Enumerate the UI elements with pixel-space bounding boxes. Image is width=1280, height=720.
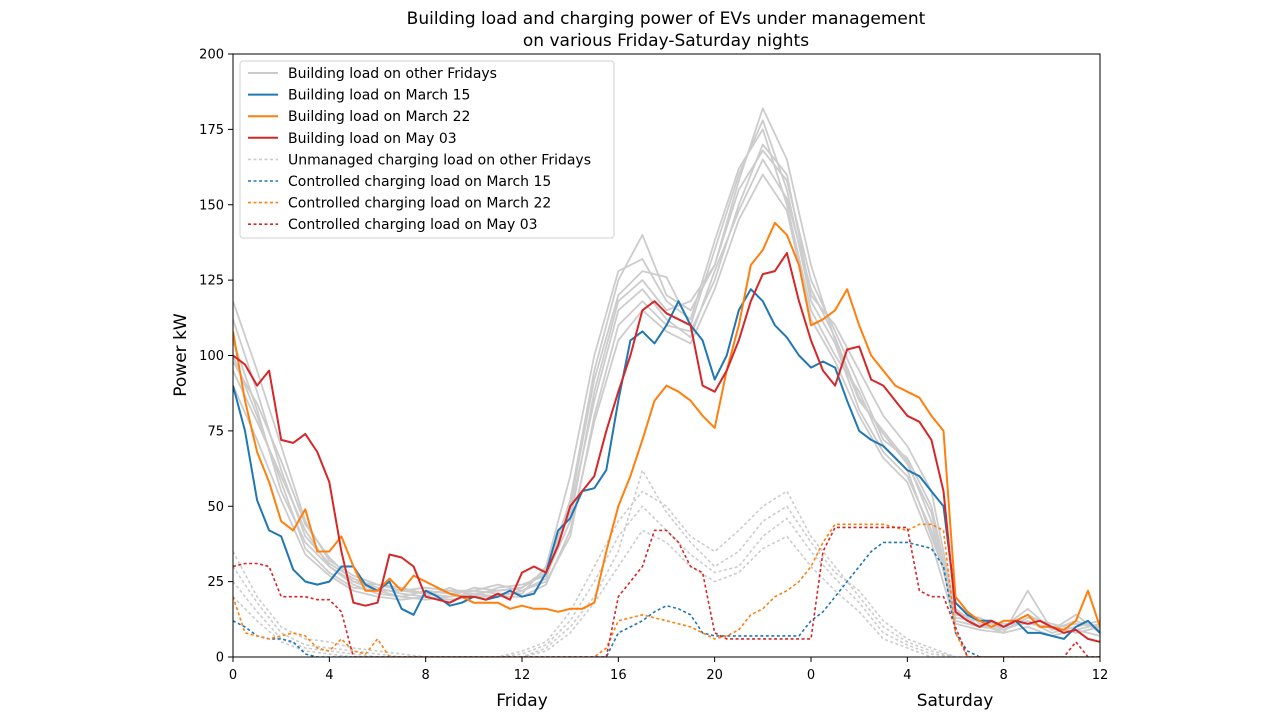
x-day-label-friday: Friday [496,691,548,711]
x-tick-label-3: 12 [514,668,531,683]
y-tick-label-1: 25 [207,575,224,590]
legend-label-2: Building load on March 22 [288,109,470,125]
x-tick-label-8: 8 [1000,668,1008,683]
series-line-may03_charging-16 [233,526,1100,657]
legend-box [239,60,615,239]
y-tick-label-5: 125 [199,274,224,289]
chart-subtitle: on various Friday-Saturday nights [523,31,809,51]
y-axis-label: Power kW [171,313,191,397]
x-tick-label-4: 16 [610,668,627,683]
legend: Building load on other Fridays Building l… [239,60,615,239]
y-tick-label-7: 175 [199,123,224,138]
y-tick-label-0: 0 [216,651,224,666]
legend-label-1: Building load on March 15 [288,88,470,104]
x-tick-label-9: 12 [1092,668,1109,683]
series-line-may03_building-13 [233,252,1100,643]
x-tick-label-0: 0 [229,668,237,683]
x-tick-label-5: 20 [706,668,723,683]
series-line-other_building-5 [233,158,1100,628]
legend-label-0: Building load on other Fridays [288,66,497,82]
legend-label-7: Controlled charging load on May 03 [288,217,538,233]
y-tick-label-6: 150 [199,198,224,213]
legend-label-6: Controlled charging load on March 22 [288,196,551,212]
y-tick-label-3: 75 [207,424,224,439]
series-lines [233,107,1100,657]
series-line-other_building-6 [233,173,1100,637]
legend-label-5: Controlled charging load on March 15 [288,174,551,190]
series-line-march15_charging-14 [233,541,1100,657]
x-tick-label-2: 8 [422,668,430,683]
legend-label-4: Unmanaged charging load on other Fridays [288,152,591,168]
x-tick-label-6: 0 [807,668,815,683]
legend-label-3: Building load on May 03 [288,131,457,147]
chart-title: Building load and charging power of EVs … [407,9,926,29]
series-line-march22_building-12 [233,221,1100,631]
y-tick-label-4: 100 [199,349,224,364]
series-line-other_charging-8 [233,469,1100,657]
y-tick-label-8: 200 [199,48,224,63]
y-tick-label-2: 50 [207,500,224,515]
x-day-label-saturday: Saturday [917,691,994,711]
x-tick-label-7: 4 [903,668,911,683]
x-tick-label-1: 4 [325,668,333,683]
